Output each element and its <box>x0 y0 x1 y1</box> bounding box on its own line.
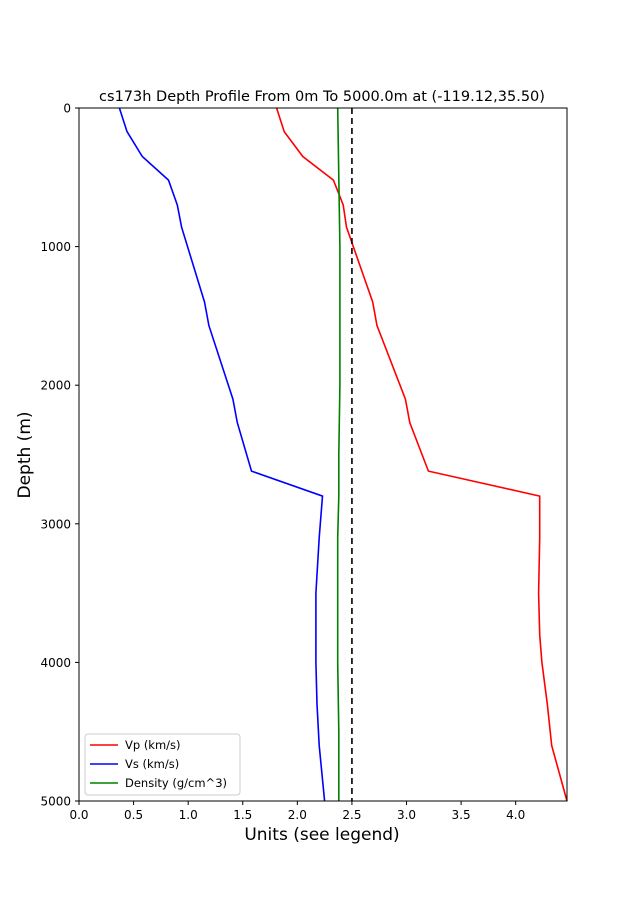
y-tick-label: 1000 <box>40 240 71 254</box>
y-tick-label: 3000 <box>40 517 71 531</box>
x-tick-label: 0.0 <box>69 808 88 822</box>
x-tick-label: 3.5 <box>452 808 471 822</box>
y-axis-title: Depth (m) <box>15 411 35 498</box>
plot-area: 0.0 0.5 1.0 1.5 2.0 2.5 3.0 3.5 4.0 0 1000 2000 3000… <box>40 102 568 822</box>
y-tick-label: 5000 <box>40 795 71 809</box>
x-tick-label: 2.5 <box>342 808 361 822</box>
x-tick-label: 1.0 <box>179 808 198 822</box>
x-tick-label: 4.0 <box>506 808 525 822</box>
y-tick-label: 4000 <box>40 656 71 670</box>
x-tick-label: 2.0 <box>288 808 307 822</box>
legend-label-2: Density (g/cm^3) <box>125 776 227 790</box>
x-axis-title: Units (see legend) <box>244 825 399 845</box>
x-tick-label: 0.5 <box>124 808 143 822</box>
legend-box <box>84 733 241 796</box>
series-line-2 <box>336 107 341 801</box>
legend-label-1: Vs (km/s) <box>125 757 179 771</box>
y-tick-label: 2000 <box>40 379 71 393</box>
chart-title: cs173h Depth Profile From 0m To 5000.0m … <box>99 89 545 105</box>
series-line-1 <box>118 107 326 802</box>
y-tick-label: 0 <box>63 102 71 116</box>
legend-label-0: Vp (km/s) <box>125 738 181 752</box>
series-line-0 <box>275 107 568 802</box>
legend: Vp (km/s) Vs (km/s) Density (g/cm^3) <box>84 733 241 796</box>
axes-frame <box>78 107 568 802</box>
x-tick-label: 1.5 <box>233 808 252 822</box>
x-tick-label: 3.0 <box>397 808 416 822</box>
